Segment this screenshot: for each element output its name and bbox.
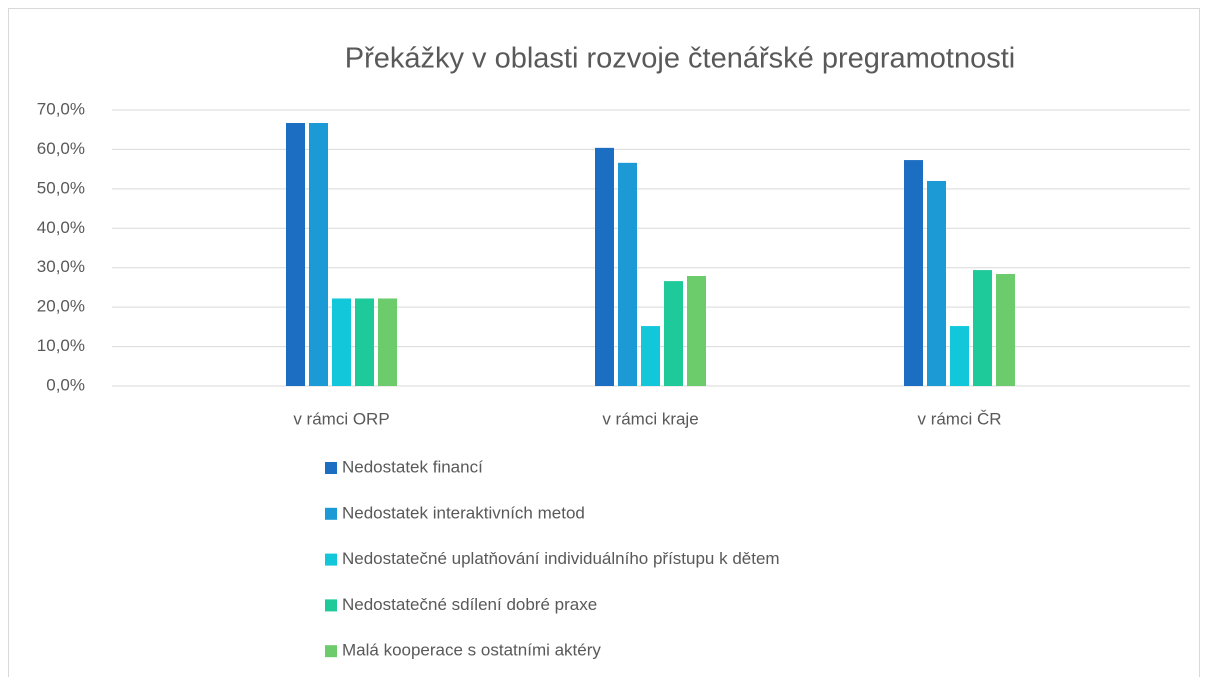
bar (973, 270, 992, 386)
y-tick-label: 30,0% (37, 257, 85, 276)
bar (286, 123, 305, 387)
y-tick-label: 50,0% (37, 178, 85, 197)
bar (687, 275, 706, 386)
y-tick-label: 60,0% (37, 139, 85, 158)
y-tick-label: 40,0% (37, 218, 85, 237)
bar (332, 298, 351, 386)
bar (641, 326, 660, 386)
legend-swatch (325, 553, 337, 566)
legend-label: Nedostatečné sdílení dobré praxe (342, 595, 597, 614)
legend-swatch (325, 645, 337, 658)
bar (904, 160, 923, 386)
bar (950, 326, 969, 386)
legend-swatch (325, 462, 337, 474)
legend-label: Nedostatečné uplatňování individuálního … (342, 549, 780, 568)
bar (355, 298, 374, 386)
legend-label: Malá kooperace s ostatními aktéry (342, 641, 601, 660)
x-tick-label: v rámci kraje (602, 409, 698, 428)
bar (664, 281, 683, 386)
chart-title: Překážky v oblasti rozvoje čtenářské pre… (345, 43, 1016, 75)
bar (595, 147, 614, 386)
legend-label: Nedostatek financí (342, 457, 483, 476)
bar (618, 162, 637, 386)
y-tick-label: 20,0% (37, 297, 85, 316)
x-tick-label: v rámci ORP (293, 409, 389, 428)
legend-swatch (325, 507, 337, 520)
bar (309, 123, 328, 387)
x-tick-label: v rámci ČR (917, 409, 1001, 428)
legend-swatch (325, 599, 337, 612)
bar (927, 180, 946, 386)
legend-label: Nedostatek interaktivních metod (342, 503, 585, 522)
bar (378, 298, 397, 386)
y-tick-label: 70,0% (37, 99, 85, 118)
bar (996, 274, 1015, 386)
y-tick-label: 10,0% (37, 336, 85, 355)
y-tick-label: 0,0% (46, 375, 85, 394)
